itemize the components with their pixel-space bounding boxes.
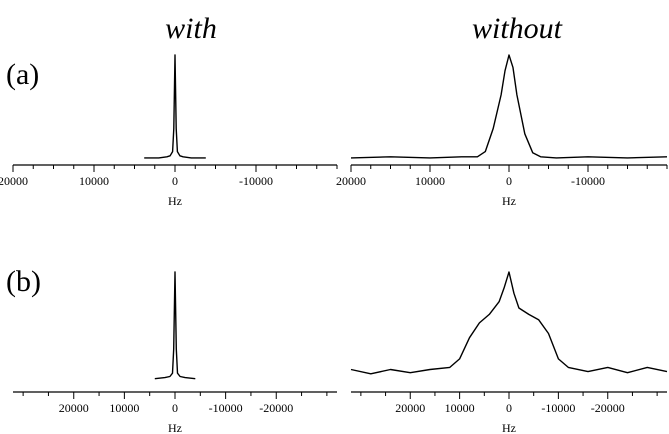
tick-label: -10000 (541, 401, 575, 415)
panel-a-without: 20000 10000 0 -10000 Hz (336, 54, 668, 208)
panel-a-with: 20000 10000 0 -10000 Hz (0, 54, 338, 208)
tick-label: 10000 (415, 174, 445, 188)
tick-label: 20000 (395, 401, 425, 415)
tick-label: -10000 (239, 174, 273, 188)
tick-label: 0 (506, 174, 512, 188)
tick-label: 0 (172, 174, 178, 188)
tick-label: -20000 (259, 401, 293, 415)
spectrum-line (350, 54, 668, 159)
tick-label: 0 (506, 401, 512, 415)
x-axis-label: Hz (168, 194, 182, 208)
tick-label: 20000 (59, 401, 89, 415)
row-label-a: (a) (6, 58, 39, 91)
tick-label: -20000 (591, 401, 625, 415)
tick-label: -10000 (209, 401, 243, 415)
tick-label: -10000 (571, 174, 605, 188)
tick-label: 10000 (109, 401, 139, 415)
x-axis-label: Hz (168, 421, 182, 434)
tick-label: 0 (172, 401, 178, 415)
tick-label: 10000 (79, 174, 109, 188)
tick-label: 10000 (445, 401, 475, 415)
column-title-without: without (472, 12, 563, 45)
tick-label: 20000 (336, 174, 366, 188)
row-label-b: (b) (6, 265, 41, 298)
column-title-with: with (165, 12, 217, 45)
spectrum-line (154, 271, 196, 380)
panel-b-with: 20000 10000 0 -10000 -20000 Hz (13, 271, 337, 434)
tick-label: 20000 (0, 174, 28, 188)
x-axis-label: Hz (502, 421, 516, 434)
spectrum-line (144, 54, 206, 159)
spectrum-line (350, 271, 668, 375)
panel-b-without: 20000 10000 0 -10000 -20000 Hz (350, 271, 668, 434)
x-axis-label: Hz (502, 194, 516, 208)
